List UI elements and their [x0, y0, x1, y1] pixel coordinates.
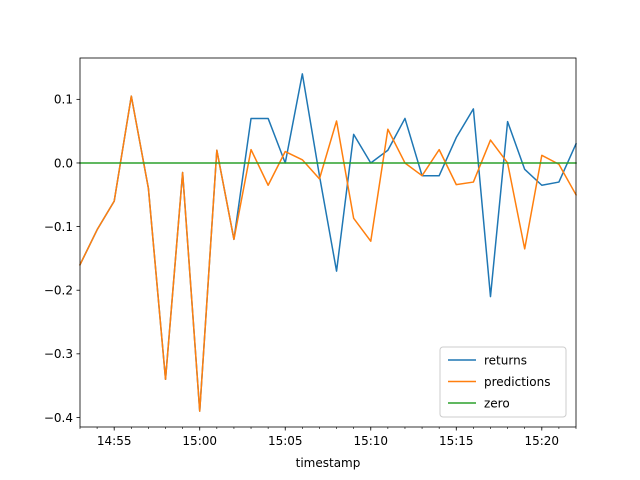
y-tick-label: 0.0: [54, 156, 73, 170]
x-axis-title: timestamp: [296, 456, 361, 470]
y-tick-label: −0.2: [44, 284, 73, 298]
series-line-predictions: [78, 95, 578, 412]
x-tick-label: 14:55: [97, 434, 132, 448]
plot-area-frame: [79, 57, 577, 428]
y-tick-label: −0.3: [44, 347, 73, 361]
x-tick-label: 15:20: [524, 434, 559, 448]
x-tick-label: 15:00: [182, 434, 217, 448]
y-axis: 0.1 0.0 −0.1 −0.2 −0.3 −0.4: [44, 93, 80, 425]
x-tick-label: 15:10: [353, 434, 388, 448]
y-tick-label: 0.1: [54, 93, 73, 107]
legend: returns predictions zero: [439, 346, 567, 418]
y-tick-label: −0.4: [44, 411, 73, 425]
x-tick-label: 15:15: [439, 434, 474, 448]
legend-label-returns: returns: [484, 353, 527, 367]
x-tick-label: 15:05: [268, 434, 303, 448]
legend-label-predictions: predictions: [484, 375, 550, 389]
legend-box: [439, 346, 567, 418]
series-layer: [78, 73, 578, 412]
legend-label-zero: zero: [484, 396, 510, 410]
x-axis: 14:55 15:00 15:05 15:10 15:15 15:20: [79, 427, 577, 448]
y-tick-label: −0.1: [44, 220, 73, 234]
